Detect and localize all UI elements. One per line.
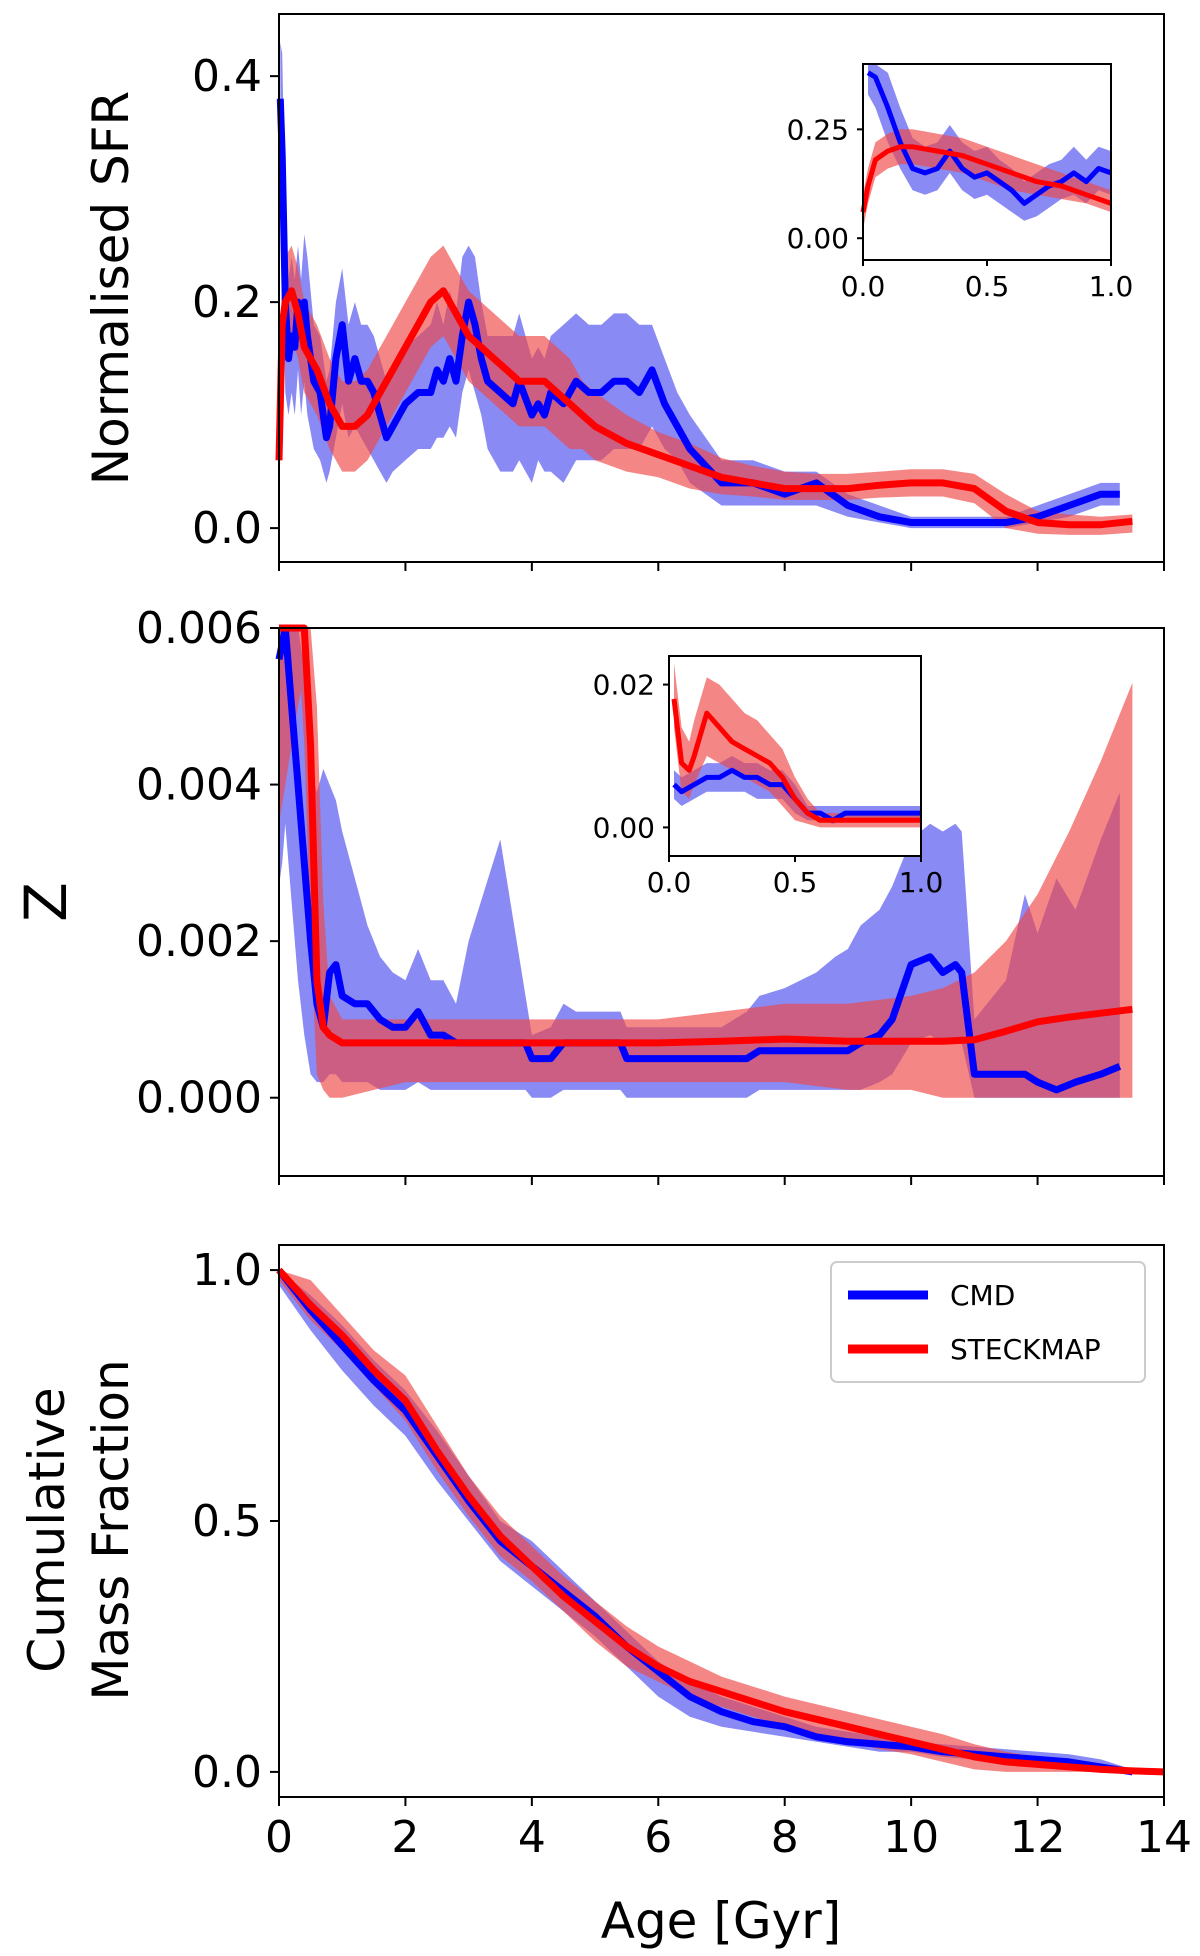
z-ytick-label: 0.004 bbox=[136, 760, 262, 811]
z-inset: 0.00 0.02 0.0 0.5 1.0 bbox=[593, 655, 944, 899]
sfr-steckmap-line bbox=[275, 287, 1133, 529]
z-inset-steckmap-band bbox=[674, 663, 921, 828]
legend: CMD STECKMAP bbox=[830, 1261, 1146, 1383]
legend-cmd-label: CMD bbox=[950, 1279, 1015, 1312]
z-inset-xtick-label: 0.0 bbox=[647, 866, 692, 899]
cum-lines bbox=[276, 1267, 1165, 1776]
z-inset-ticks: 0.00 0.02 0.0 0.5 1.0 bbox=[593, 669, 944, 899]
z-cmd-band bbox=[279, 628, 1120, 1098]
sfr-inset: 0.00 0.25 0.0 0.5 1.0 bbox=[787, 63, 1134, 303]
cum-ylabel-line1: Cumulative bbox=[18, 1387, 76, 1672]
z-inset-xtick-label: 0.5 bbox=[773, 866, 818, 899]
z-ytick-label: 0.006 bbox=[136, 603, 262, 654]
z-inset-ytick-label: 0.02 bbox=[593, 669, 655, 702]
sfr-inset-xtick-label: 0.5 bbox=[965, 270, 1010, 303]
sfr-axes-frame bbox=[278, 13, 1165, 563]
sfr-bands bbox=[279, 42, 1133, 535]
z-inset-lines bbox=[671, 698, 921, 823]
sfr-inset-lines bbox=[860, 70, 1112, 213]
sfr-steckmap-band bbox=[279, 245, 1133, 535]
cum-ylabel-line2: Mass Fraction bbox=[82, 1359, 140, 1700]
sfr-inset-steckmap-band bbox=[863, 129, 1111, 230]
sfr-inset-ticks: 0.00 0.25 0.0 0.5 1.0 bbox=[787, 113, 1134, 303]
cum-ticks: 0.0 0.5 1.0 0 2 4 6 8 10 12 14 bbox=[192, 1245, 1192, 1863]
sfr-ytick-label: 0.4 bbox=[192, 51, 262, 102]
cum-xtick-label: 14 bbox=[1136, 1812, 1192, 1863]
z-axes-frame bbox=[278, 627, 1165, 1177]
cum-steckmap-line bbox=[276, 1267, 1165, 1776]
z-inset-steckmap-line bbox=[671, 698, 921, 823]
cum-xtick-label: 4 bbox=[518, 1812, 546, 1863]
sfr-inset-cmd-line bbox=[866, 70, 1112, 206]
cumulative-panel: 0.0 0.5 1.0 0 2 4 6 8 10 12 14 Cumulative Mass Fra… bbox=[18, 1244, 1192, 1950]
cum-xtick-label: 0 bbox=[265, 1812, 293, 1863]
sfr-ylabel: Normalised SFR bbox=[82, 91, 140, 485]
z-ylabel: Z bbox=[12, 882, 80, 922]
metallicity-panel: 0.000 0.002 0.004 0.006 Z 0.00 0.02 0.0 0.5 1.0 bbox=[12, 603, 1165, 1185]
sfr-ticks: 0.0 0.2 0.4 bbox=[192, 51, 1165, 571]
sfr-panel: 0.0 0.2 0.4 Normalised SFR 0.00 0.25 0.0 0.5 1… bbox=[82, 13, 1165, 571]
sfr-inset-steckmap-line bbox=[860, 144, 1112, 213]
cum-xtick-label: 10 bbox=[883, 1812, 939, 1863]
cum-ytick-label: 1.0 bbox=[192, 1245, 262, 1296]
cum-ytick-label: 0.5 bbox=[192, 1496, 262, 1547]
cum-xtick-label: 2 bbox=[391, 1812, 419, 1863]
sfr-inset-xtick-label: 1.0 bbox=[1089, 270, 1134, 303]
cum-cmd-line bbox=[276, 1267, 1133, 1776]
z-steckmap-band bbox=[279, 628, 1133, 1098]
sfr-inset-ytick-label: 0.25 bbox=[787, 113, 849, 146]
z-ytick-label: 0.000 bbox=[136, 1073, 262, 1124]
cum-xtick-label: 8 bbox=[771, 1812, 799, 1863]
sfr-ytick-label: 0.2 bbox=[192, 277, 262, 328]
legend-steckmap-label: STECKMAP bbox=[950, 1333, 1101, 1366]
sfr-ytick-label: 0.0 bbox=[192, 503, 262, 554]
z-ytick-label: 0.002 bbox=[136, 916, 262, 967]
z-ticks: 0.000 0.002 0.004 0.006 bbox=[136, 603, 1165, 1185]
cum-xtick-label: 12 bbox=[1010, 1812, 1066, 1863]
z-inset-xtick-label: 1.0 bbox=[899, 866, 944, 899]
sfr-inset-ytick-label: 0.00 bbox=[787, 222, 849, 255]
z-inset-ytick-label: 0.00 bbox=[593, 811, 655, 844]
z-inset-cmd-line bbox=[672, 767, 921, 823]
x-axis-label: Age [Gyr] bbox=[601, 1892, 842, 1950]
cum-xtick-label: 6 bbox=[644, 1812, 672, 1863]
z-bands bbox=[279, 628, 1133, 1098]
cum-ytick-label: 0.0 bbox=[192, 1747, 262, 1798]
sfr-cmd-band bbox=[280, 42, 1120, 529]
sfr-inset-xtick-label: 0.0 bbox=[841, 270, 886, 303]
sfr-lines bbox=[275, 98, 1133, 529]
